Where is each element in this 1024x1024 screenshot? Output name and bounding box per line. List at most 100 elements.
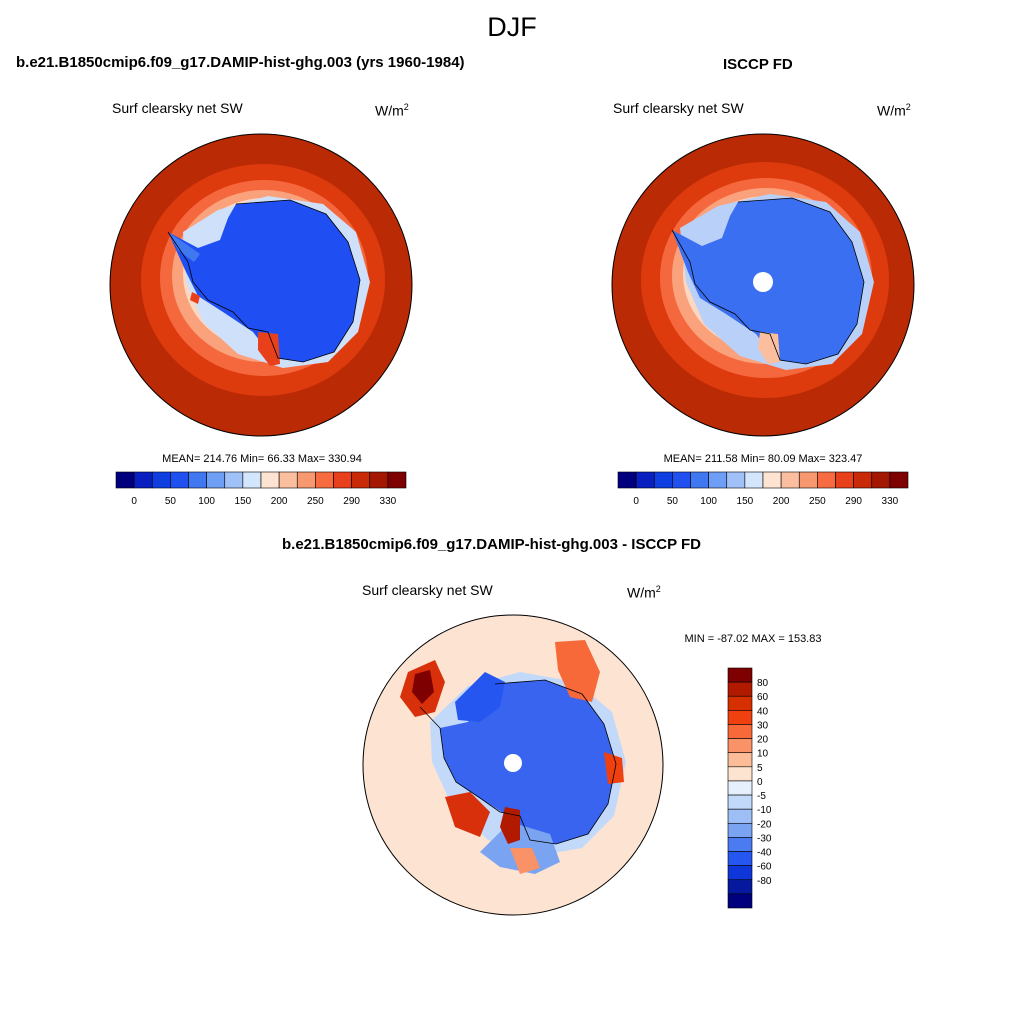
diff-colorbar-label: -30 [757, 833, 772, 844]
model-colorbar-swatch [224, 471, 244, 489]
diff-red-patch-south [445, 792, 490, 837]
model-variable-label: Surf clearsky net SW [112, 100, 243, 116]
obs-polar-map [611, 133, 915, 437]
diff-colorbar-swatch [727, 766, 753, 782]
diff-panel-title: b.e21.B1850cmip6.f09_g17.DAMIP-hist-ghg.… [282, 536, 702, 553]
diff-colorbar-label: -60 [757, 862, 772, 873]
model-colorbar-swatch [387, 471, 407, 489]
diff-colorbar-label: -40 [757, 848, 772, 859]
obs-colorbar-swatch [798, 471, 818, 489]
model-colorbar-label: 100 [198, 496, 215, 507]
diff-blue-patch-a [455, 672, 505, 722]
page-title: DJF [487, 12, 537, 42]
diff-colorbar-swatch [727, 667, 753, 683]
model-colorbar-swatch [115, 471, 135, 489]
diff-colorbar-swatch [727, 837, 753, 852]
model-colorbar-swatch [206, 471, 226, 489]
model-colorbar-label: 0 [131, 496, 137, 507]
diff-colorbar-swatch [727, 865, 753, 881]
obs-colorbar-swatch [871, 471, 891, 489]
diff-blue-ice [440, 680, 616, 844]
obs-panel-title: ISCCP FD [723, 56, 793, 73]
diff-colorbar-label: 40 [757, 706, 769, 717]
diff-colorbar-swatch [727, 808, 753, 824]
obs-colorbar-swatch [617, 471, 637, 489]
model-colorbar-label: 50 [165, 496, 177, 507]
obs-colorbar-label: 0 [633, 496, 639, 507]
obs-colorbar-swatch [853, 471, 873, 489]
model-colorbar-label: 200 [271, 496, 288, 507]
diff-colorbar-label: -20 [757, 819, 772, 830]
model-colorbar-swatch [151, 471, 171, 489]
diff-colorbar-label: -80 [757, 876, 772, 887]
obs-colorbar-swatch [726, 471, 746, 489]
diff-colorbar: 80 60 40 30 20 10 5 0 -5 -10 -20 -30 -40 -60 -80 [727, 667, 772, 909]
model-colorbar-swatch [333, 471, 352, 489]
model-coastline [167, 199, 361, 363]
diff-colorbar-swatch [727, 851, 753, 866]
diff-variable-label: Surf clearsky net SW [362, 582, 493, 598]
diff-colorbar-label: 30 [757, 720, 769, 731]
model-colorbar-swatch [351, 471, 371, 489]
model-colorbar-swatch [369, 471, 389, 489]
diff-colorbar-label: 5 [757, 763, 763, 774]
diff-colorbar-swatch [727, 879, 753, 895]
diff-colorbar-label: 10 [757, 749, 769, 760]
obs-colorbar-swatch [762, 471, 782, 489]
obs-colorbar-swatch [635, 471, 655, 489]
obs-colorbar-swatch [817, 471, 836, 489]
model-stats: MEAN= 214.76 Min= 66.33 Max= 330.94 [162, 453, 362, 465]
diff-stats: MIN = -87.02 MAX = 153.83 [684, 633, 822, 645]
model-colorbar-swatch [315, 471, 334, 489]
diff-pole-hole [504, 754, 522, 772]
obs-colorbar-label: 250 [809, 496, 826, 507]
diff-coastline [419, 679, 617, 845]
obs-colorbar-swatch [690, 471, 709, 489]
obs-colorbar-swatch [708, 471, 728, 489]
obs-colorbar-label: 290 [845, 496, 862, 507]
obs-colorbar-swatch [889, 471, 909, 489]
obs-colorbar-swatch [653, 471, 673, 489]
model-colorbar-swatch [188, 471, 207, 489]
model-polar-map [109, 133, 413, 437]
diff-colorbar-swatch [727, 752, 753, 768]
obs-units-label: W/m2 [877, 102, 911, 119]
diff-colorbar-swatch [727, 794, 753, 810]
obs-colorbar-swatch [744, 471, 764, 489]
obs-colorbar-label: 50 [667, 496, 679, 507]
obs-coastline [671, 197, 865, 365]
model-colorbar-swatch [296, 471, 316, 489]
diff-colorbar-swatch [727, 738, 753, 754]
diff-colorbar-label: -5 [757, 791, 766, 802]
diff-colorbar-label: 0 [757, 777, 763, 788]
obs-colorbar-label: 330 [882, 496, 899, 507]
model-red-patch [258, 332, 280, 366]
model-units-label: W/m2 [375, 102, 409, 119]
obs-colorbar-label: 150 [737, 496, 754, 507]
model-colorbar-swatch [278, 471, 298, 489]
model-colorbar-label: 290 [343, 496, 360, 507]
diff-colorbar-label: 80 [757, 678, 769, 689]
obs-colorbar-swatch [780, 471, 800, 489]
model-colorbar-label: 150 [235, 496, 252, 507]
diff-colorbar-swatch [727, 780, 753, 796]
model-colorbar-swatch [260, 471, 280, 489]
obs-variable-label: Surf clearsky net SW [613, 100, 744, 116]
model-colorbar-swatch [242, 471, 262, 489]
obs-colorbar-label: 100 [700, 496, 717, 507]
diff-colorbar-swatch [727, 710, 753, 725]
diff-colorbar-swatch [727, 893, 753, 909]
diff-colorbar-swatch [727, 681, 753, 697]
model-colorbar-label: 250 [307, 496, 324, 507]
diff-colorbar-swatch [727, 695, 753, 711]
diff-colorbar-label: -10 [757, 805, 772, 816]
diff-units-label: W/m2 [627, 584, 661, 601]
model-ice-sheet [168, 200, 360, 362]
obs-stats: MEAN= 211.58 Min= 80.09 Max= 323.47 [663, 453, 863, 465]
model-colorbar: 0 50 100 150 200 250 290 330 [115, 471, 407, 507]
obs-colorbar-swatch [835, 471, 854, 489]
diff-colorbar-swatch [727, 822, 753, 838]
obs-colorbar-swatch [672, 471, 691, 489]
obs-pole-hole [753, 272, 773, 292]
diff-colorbar-swatch [727, 724, 753, 739]
